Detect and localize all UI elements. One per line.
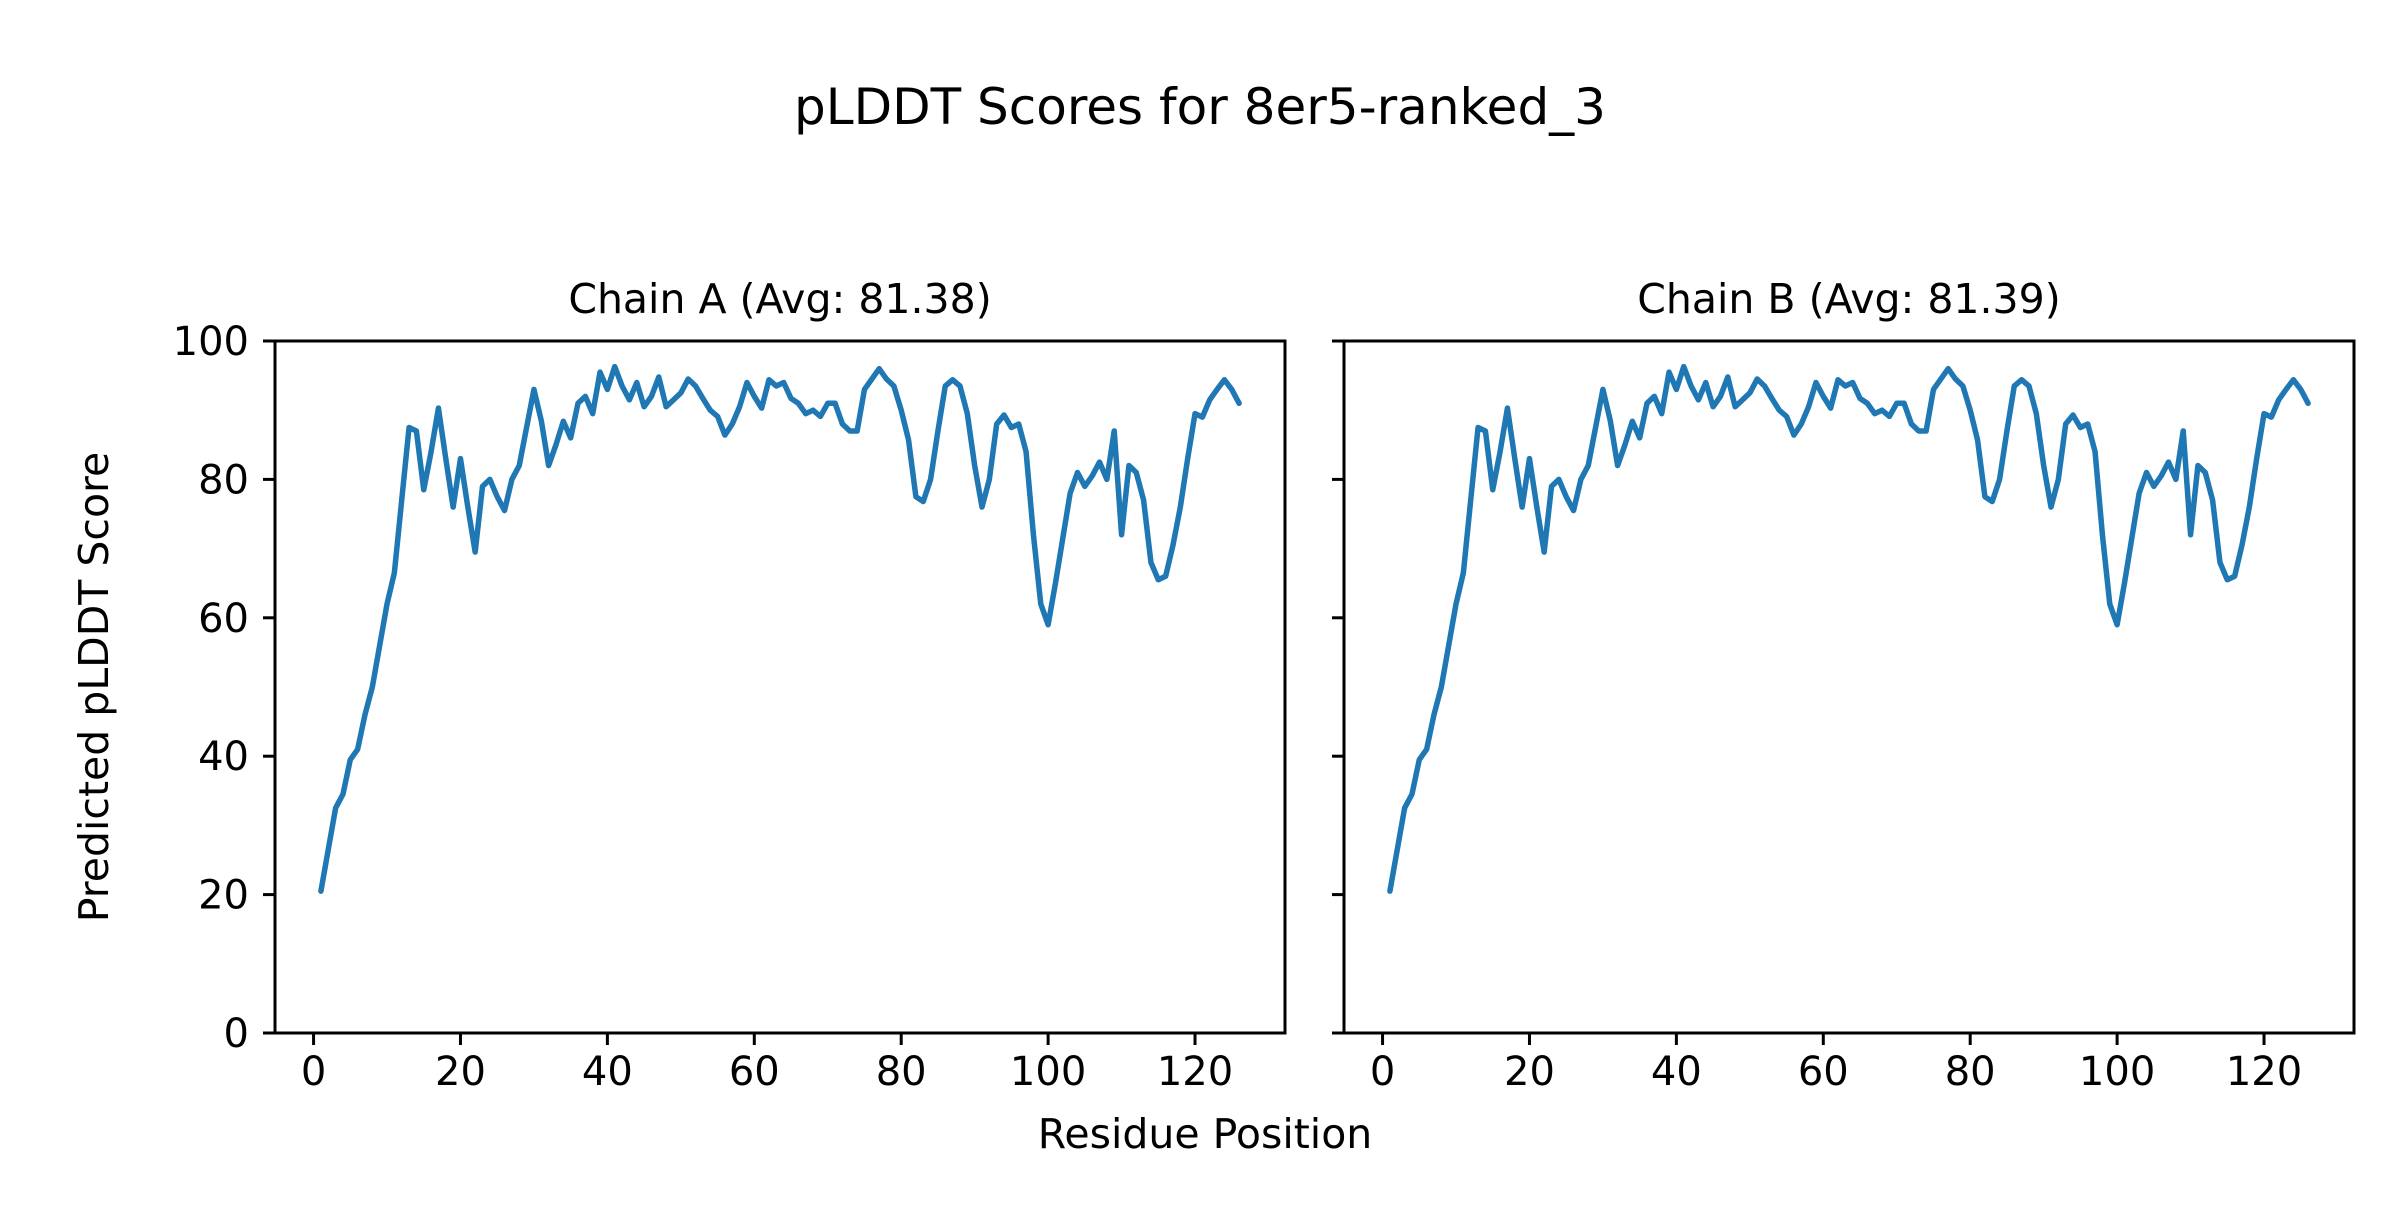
x-tick-label: 0 [1370,1049,1395,1095]
x-tick-label: 100 [1010,1049,1086,1095]
x-tick-label: 40 [582,1049,633,1095]
chain-a-title: Chain A (Avg: 81.38) [568,275,991,323]
x-tick-label: 0 [301,1049,326,1095]
x-tick-label: 100 [2079,1049,2155,1095]
y-tick-label: 80 [198,457,249,503]
x-tick-label: 20 [1504,1049,1555,1095]
x-tick-label: 120 [1157,1049,1233,1095]
chain-b-title: Chain B (Avg: 81.39) [1637,275,2060,323]
x-tick-label: 40 [1651,1049,1702,1095]
plddt-line-chain-a [318,363,1242,894]
x-tick-label: 60 [1798,1049,1849,1095]
y-tick-label: 100 [173,319,249,365]
x-tick-label: 80 [1945,1049,1996,1095]
y-axis-label: Predicted pLDDT Score [70,452,118,922]
x-tick-label: 60 [729,1049,780,1095]
x-tick-label: 80 [876,1049,927,1095]
plot-border [273,339,1287,1035]
x-axis-label: Residue Position [1038,1110,1373,1158]
y-tick-label: 60 [198,596,249,642]
figure-title: pLDDT Scores for 8er5-ranked_3 [794,78,1606,136]
plot-border [1342,339,2356,1035]
y-tick-label: 40 [198,734,249,780]
x-tick-label: 120 [2226,1049,2302,1095]
y-tick-label: 0 [224,1011,249,1057]
y-tick-label: 20 [198,873,249,919]
chain-b-plot: 0 20 40 60 80 100 120 [1332,339,2356,1095]
x-tick-label: 20 [435,1049,486,1095]
plddt-line-chain-b [1387,363,2311,894]
chain-a-plot: 0 20 40 60 80 100 120 0 20 40 60 80 100 [173,319,1287,1095]
